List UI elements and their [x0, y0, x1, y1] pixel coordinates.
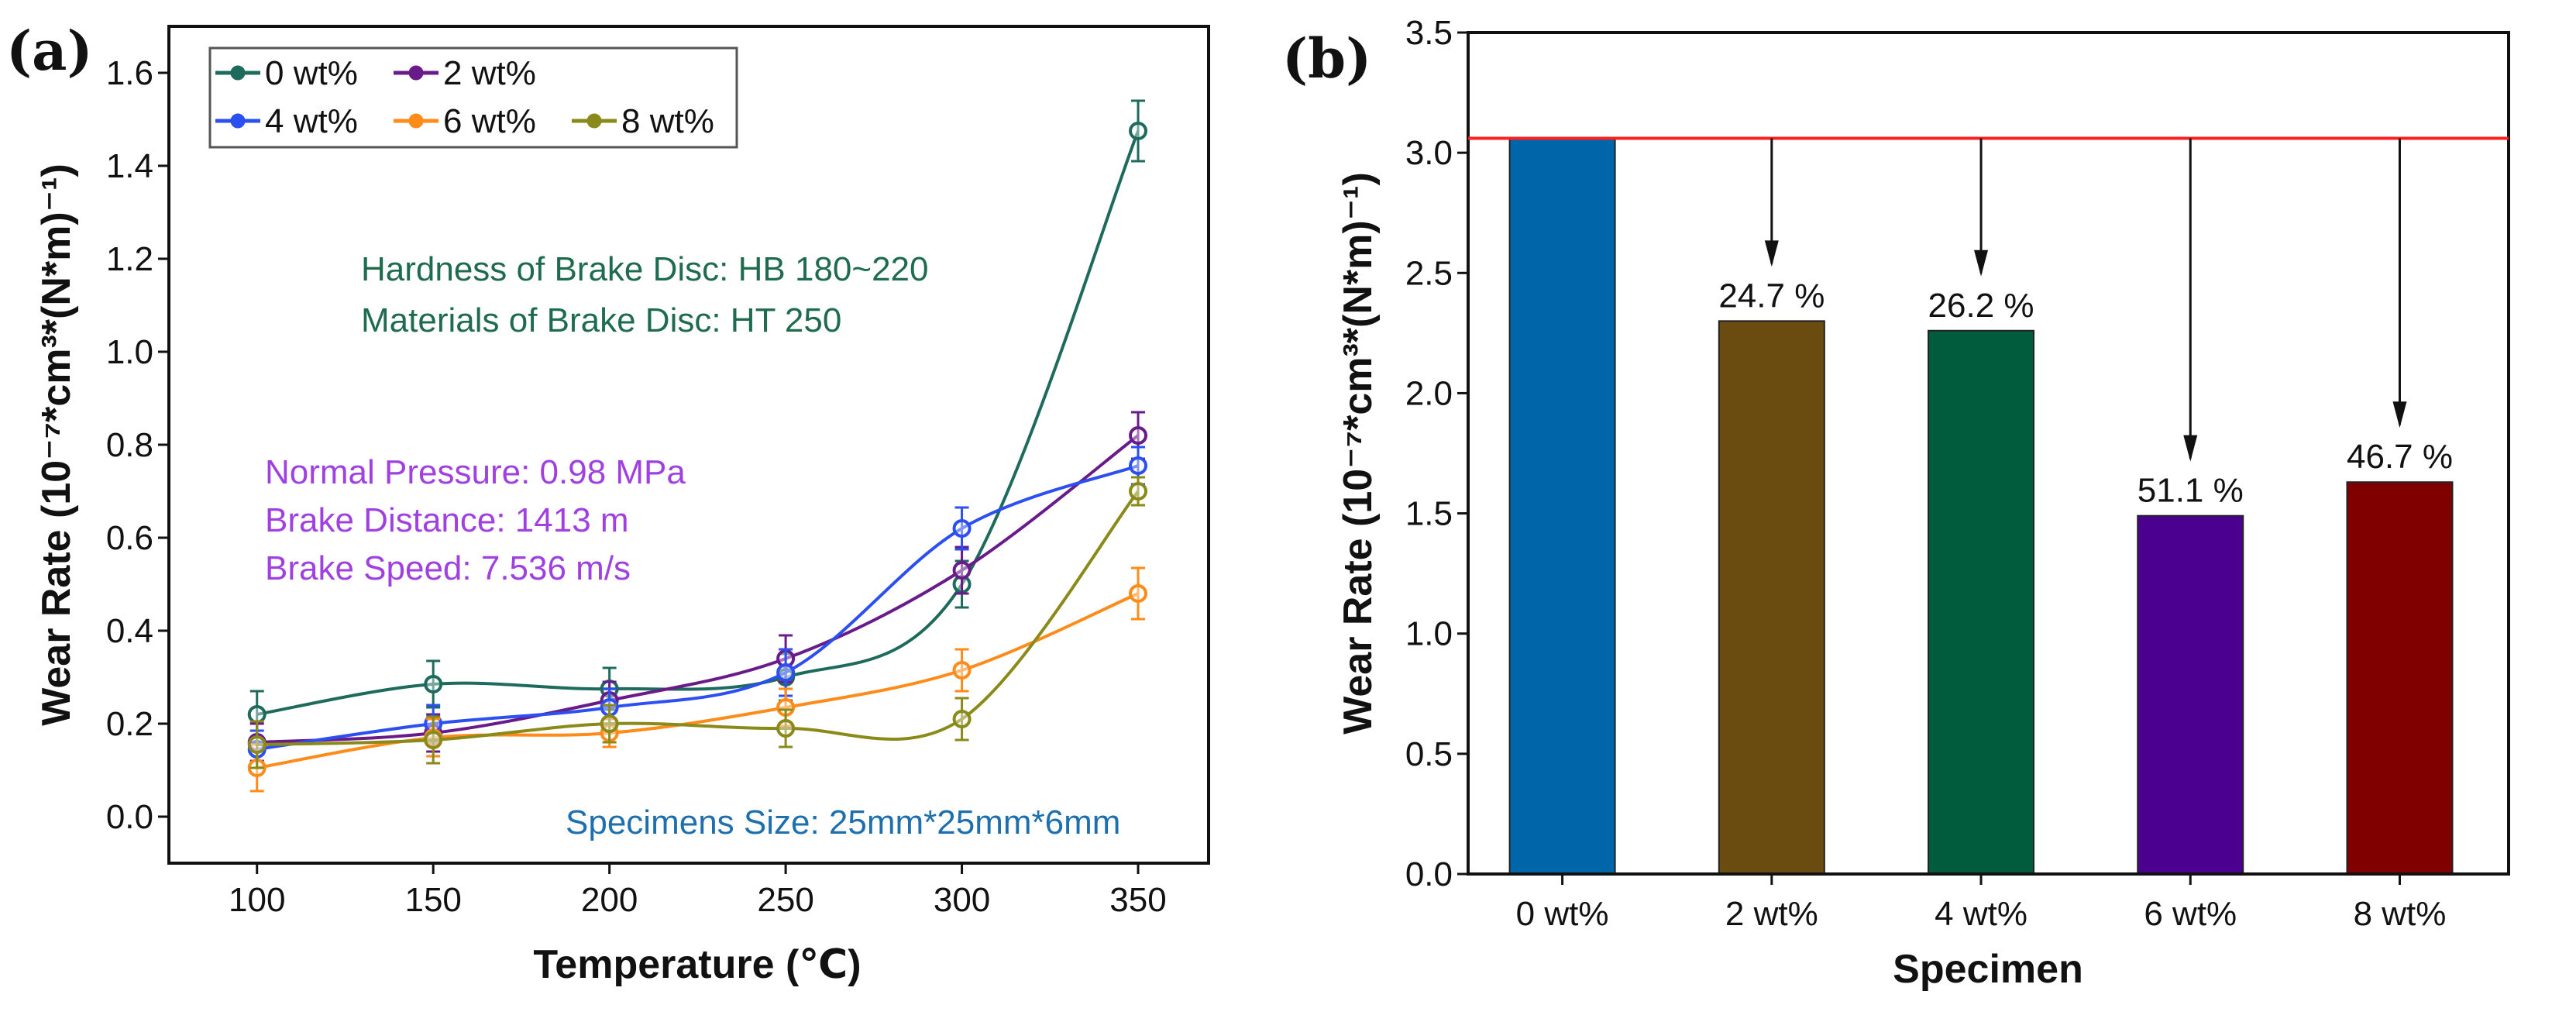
bar-2: [1928, 329, 2035, 875]
x-tick-label: 150: [404, 881, 461, 919]
arrow-head-icon: [2183, 435, 2198, 462]
bar-4: [2346, 481, 2454, 876]
y-tick-label: 1.4: [106, 147, 153, 185]
y-tick-label: 0.5: [1405, 735, 1453, 773]
x-tick-label: 6 wt%: [2144, 895, 2237, 933]
data-point: [952, 561, 972, 580]
x-tick-label: 2 wt%: [1725, 895, 1818, 933]
y-axis-label-b: Wear Rate (10⁻⁷*cm³*(N*m)⁻¹): [1336, 172, 1381, 735]
y-tick-label: 3.5: [1405, 14, 1453, 52]
legend-marker: [230, 65, 246, 81]
arrow-head-icon: [1764, 240, 1779, 267]
legend-label: 2 wt%: [443, 54, 536, 92]
x-tick-label: 350: [1109, 881, 1166, 919]
data-point: [952, 519, 972, 538]
x-tick-label: 200: [581, 881, 638, 919]
legend-label: 4 wt%: [265, 102, 358, 140]
annotation-text: Brake Speed: 7.536 m/s: [265, 549, 631, 587]
y-tick-label: 1.0: [106, 333, 153, 371]
x-tick-label: 300: [934, 881, 990, 919]
legend-marker: [230, 113, 246, 129]
legend-label: 8 wt%: [621, 102, 714, 140]
legend-marker: [408, 65, 424, 81]
y-tick-label: 0.8: [106, 426, 153, 464]
data-point: [1129, 482, 1148, 501]
series-line: [256, 434, 1140, 744]
series-0wt: [247, 99, 1148, 739]
bar-chart-wear-by-specimen: Specimen Wear Rate (10⁻⁷*cm³*(N*m)⁻¹) 24…: [1336, 14, 2510, 992]
y-tick-label: 1.5: [1405, 495, 1453, 533]
annotation-text: Brake Distance: 1413 m: [265, 501, 629, 539]
reduction-label: 46.7 %: [2347, 438, 2453, 476]
legend: 0 wt% 2 wt% 4 wt% 6 wt% 8 wt%: [208, 46, 738, 149]
annotation-text: Specimens Size: 25mm*25mm*6mm: [566, 803, 1120, 841]
y-tick-label: 0.4: [106, 612, 153, 650]
legend-marker: [586, 113, 602, 129]
annotation-text: Materials of Brake Disc: HT 250: [361, 301, 841, 339]
x-tick-label: 250: [757, 881, 813, 919]
data-point: [424, 675, 443, 693]
bar-1: [1718, 320, 1825, 876]
reduction-label: 24.7 %: [1718, 277, 1825, 315]
y-tick-label: 3.0: [1405, 134, 1453, 172]
y-tick-label: 1.2: [106, 240, 153, 278]
y-tick-label: 0.0: [1405, 855, 1453, 893]
y-tick-label: 0.0: [106, 798, 153, 836]
y-axis-label-a: Wear Rate (10⁻⁷*cm³*(N*m)⁻¹): [34, 163, 79, 726]
x-tick-label: 0 wt%: [1516, 895, 1609, 933]
series-8wt: [247, 476, 1148, 769]
y-tick-label: 0.6: [106, 519, 153, 557]
data-point: [776, 719, 796, 738]
annotation-text: Hardness of Brake Disc: HB 180~220: [361, 250, 929, 288]
legend-box: [208, 46, 738, 149]
plot-frame-b: [1467, 31, 2510, 876]
x-axis-label-b: Specimen: [1893, 947, 2083, 992]
x-tick-label: 100: [229, 881, 285, 919]
legend-marker: [408, 113, 424, 129]
bar-3: [2137, 514, 2244, 875]
y-tick-label: 2.0: [1405, 374, 1453, 412]
data-point: [247, 735, 267, 754]
line-chart-wear-vs-temperature: Temperature (℃) Wear Rate (10⁻⁷*cm³*(N*m…: [34, 25, 1210, 987]
data-point: [952, 661, 972, 680]
arrow-head-icon: [2392, 401, 2407, 428]
arrow-head-icon: [1974, 249, 1989, 277]
series-line: [256, 490, 1140, 746]
reduction-label: 26.2 %: [1928, 287, 2034, 325]
series-line: [256, 130, 1140, 716]
series-6wt: [247, 566, 1148, 793]
x-tick-label: 8 wt%: [2354, 895, 2447, 933]
annotation-text: Normal Pressure: 0.98 MPa: [265, 453, 686, 491]
series-line: [256, 464, 1139, 751]
reduction-label: 51.1 %: [2137, 472, 2244, 510]
x-axis-label-a: Temperature (℃): [533, 942, 861, 987]
data-point: [1129, 584, 1148, 603]
data-point: [247, 705, 267, 724]
y-tick-label: 1.6: [106, 54, 153, 92]
legend-label: 6 wt%: [443, 102, 536, 140]
y-tick-label: 2.5: [1405, 254, 1453, 292]
data-point: [776, 663, 796, 682]
series-4wt: [247, 446, 1148, 769]
legend-label: 0 wt%: [265, 54, 358, 92]
data-point: [1129, 426, 1148, 445]
bar-0: [1508, 137, 1616, 876]
data-point: [600, 714, 619, 733]
data-point: [1129, 122, 1148, 140]
data-point: [424, 731, 443, 749]
y-tick-label: 1.0: [1405, 615, 1453, 653]
panel-label-b: (b): [1282, 26, 1371, 91]
data-point: [1129, 456, 1148, 475]
panel-label-a: (a): [6, 19, 93, 83]
data-point: [952, 710, 972, 728]
y-tick-label: 0.2: [106, 705, 153, 743]
x-tick-label: 4 wt%: [1935, 895, 2027, 933]
